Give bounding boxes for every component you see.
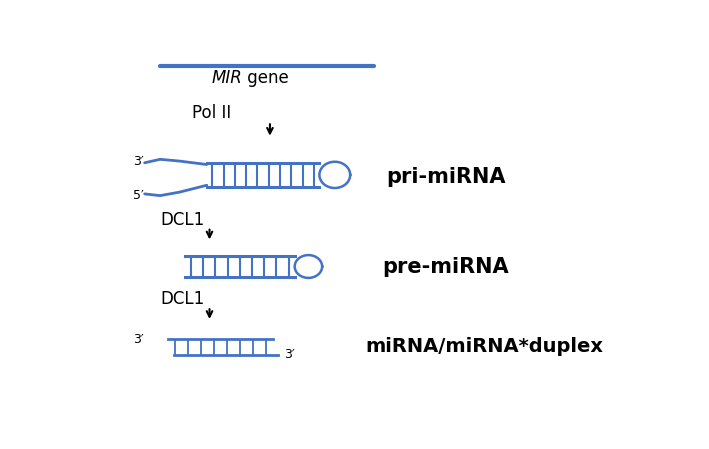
Text: DCL1: DCL1 — [160, 211, 204, 229]
Text: Pol II: Pol II — [192, 104, 231, 122]
Text: miRNA/miRNA*duplex: miRNA/miRNA*duplex — [365, 336, 603, 356]
Text: pri-miRNA: pri-miRNA — [386, 167, 506, 187]
Text: DCL1: DCL1 — [160, 291, 204, 308]
Text: 3′: 3′ — [133, 333, 143, 346]
Text: 3′: 3′ — [133, 154, 143, 167]
Text: MIR: MIR — [212, 69, 242, 87]
Text: gene: gene — [242, 69, 289, 87]
Text: pre-miRNA: pre-miRNA — [382, 256, 509, 277]
Text: 5′: 5′ — [133, 189, 143, 202]
Text: 3′: 3′ — [284, 348, 294, 361]
